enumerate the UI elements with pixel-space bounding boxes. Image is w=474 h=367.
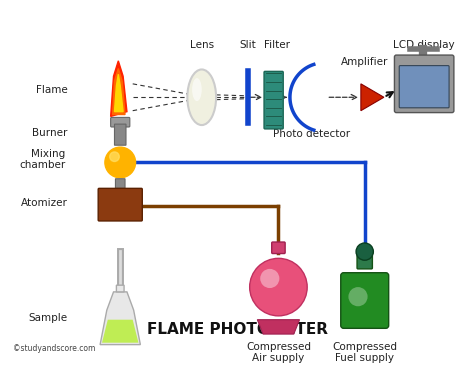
Circle shape: [250, 258, 307, 316]
Circle shape: [105, 147, 136, 178]
Circle shape: [109, 152, 119, 161]
Text: Filter: Filter: [264, 40, 290, 51]
Text: Compressed
Air supply: Compressed Air supply: [246, 342, 311, 363]
Polygon shape: [361, 84, 384, 111]
Circle shape: [260, 269, 279, 288]
Polygon shape: [115, 74, 123, 112]
Text: ©studyandscore.com: ©studyandscore.com: [13, 344, 95, 353]
Text: Sample: Sample: [28, 313, 67, 323]
Circle shape: [356, 243, 374, 260]
FancyBboxPatch shape: [399, 66, 449, 108]
Polygon shape: [110, 61, 127, 116]
FancyBboxPatch shape: [98, 188, 142, 221]
Ellipse shape: [187, 69, 216, 125]
Text: Burner: Burner: [32, 128, 67, 138]
FancyBboxPatch shape: [116, 179, 125, 188]
Text: LCD display: LCD display: [393, 40, 455, 51]
Ellipse shape: [192, 78, 202, 101]
FancyBboxPatch shape: [357, 252, 373, 269]
Text: Lens: Lens: [190, 40, 214, 51]
FancyBboxPatch shape: [341, 273, 389, 328]
Polygon shape: [100, 292, 140, 345]
Text: Flame: Flame: [36, 85, 67, 95]
Text: Compressed
Fuel supply: Compressed Fuel supply: [332, 342, 397, 363]
FancyBboxPatch shape: [272, 242, 285, 254]
FancyBboxPatch shape: [115, 124, 126, 145]
Text: Slit: Slit: [239, 40, 256, 51]
FancyBboxPatch shape: [264, 71, 283, 129]
Text: Atomizer: Atomizer: [21, 198, 67, 208]
Polygon shape: [112, 69, 125, 115]
Text: Amplifier: Amplifier: [341, 57, 388, 67]
Text: Mixing
chamber: Mixing chamber: [19, 149, 65, 170]
Polygon shape: [257, 320, 300, 334]
Text: Photo detector: Photo detector: [273, 129, 351, 139]
Text: FLAME PHOTOMETER: FLAME PHOTOMETER: [146, 322, 328, 337]
FancyBboxPatch shape: [394, 55, 454, 113]
Circle shape: [348, 287, 368, 306]
FancyBboxPatch shape: [110, 117, 130, 127]
Polygon shape: [102, 320, 138, 343]
FancyBboxPatch shape: [117, 285, 124, 292]
